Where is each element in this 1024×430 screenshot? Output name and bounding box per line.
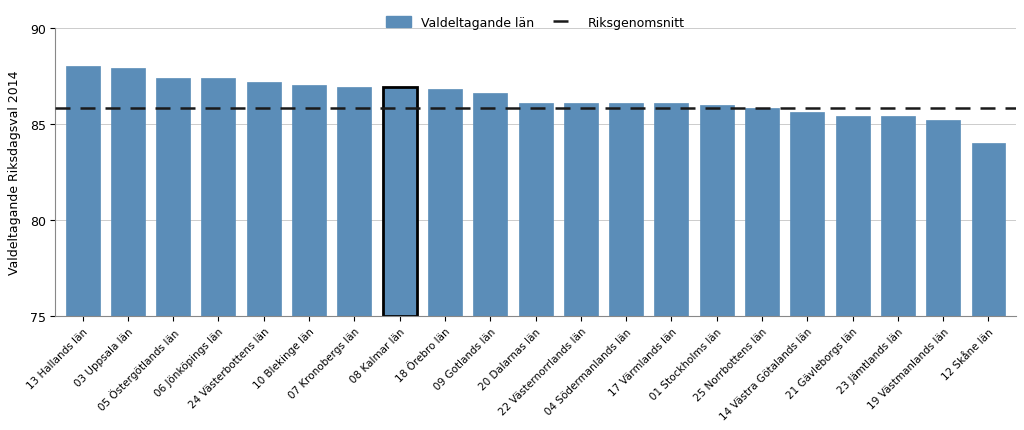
Bar <box>428 90 462 316</box>
Bar <box>699 105 734 316</box>
Bar <box>745 109 779 316</box>
Bar <box>609 104 643 316</box>
Y-axis label: Valdeltagande Riksdagsval 2014: Valdeltagande Riksdagsval 2014 <box>8 71 22 275</box>
Bar <box>111 69 144 316</box>
Bar <box>972 144 1006 316</box>
Bar <box>881 117 914 316</box>
Bar <box>202 79 236 316</box>
Bar <box>66 67 99 316</box>
Bar <box>836 117 869 316</box>
Bar <box>292 86 326 316</box>
Bar <box>518 104 553 316</box>
Bar <box>247 82 281 316</box>
Legend: Valdeltagande län, Riksgenomsnitt: Valdeltagande län, Riksgenomsnitt <box>381 12 690 35</box>
Bar <box>473 94 507 316</box>
Bar <box>791 113 824 316</box>
Bar <box>654 104 688 316</box>
Bar <box>383 88 417 316</box>
Bar <box>926 121 961 316</box>
Bar <box>564 104 598 316</box>
Bar <box>337 88 372 316</box>
Bar <box>157 79 190 316</box>
